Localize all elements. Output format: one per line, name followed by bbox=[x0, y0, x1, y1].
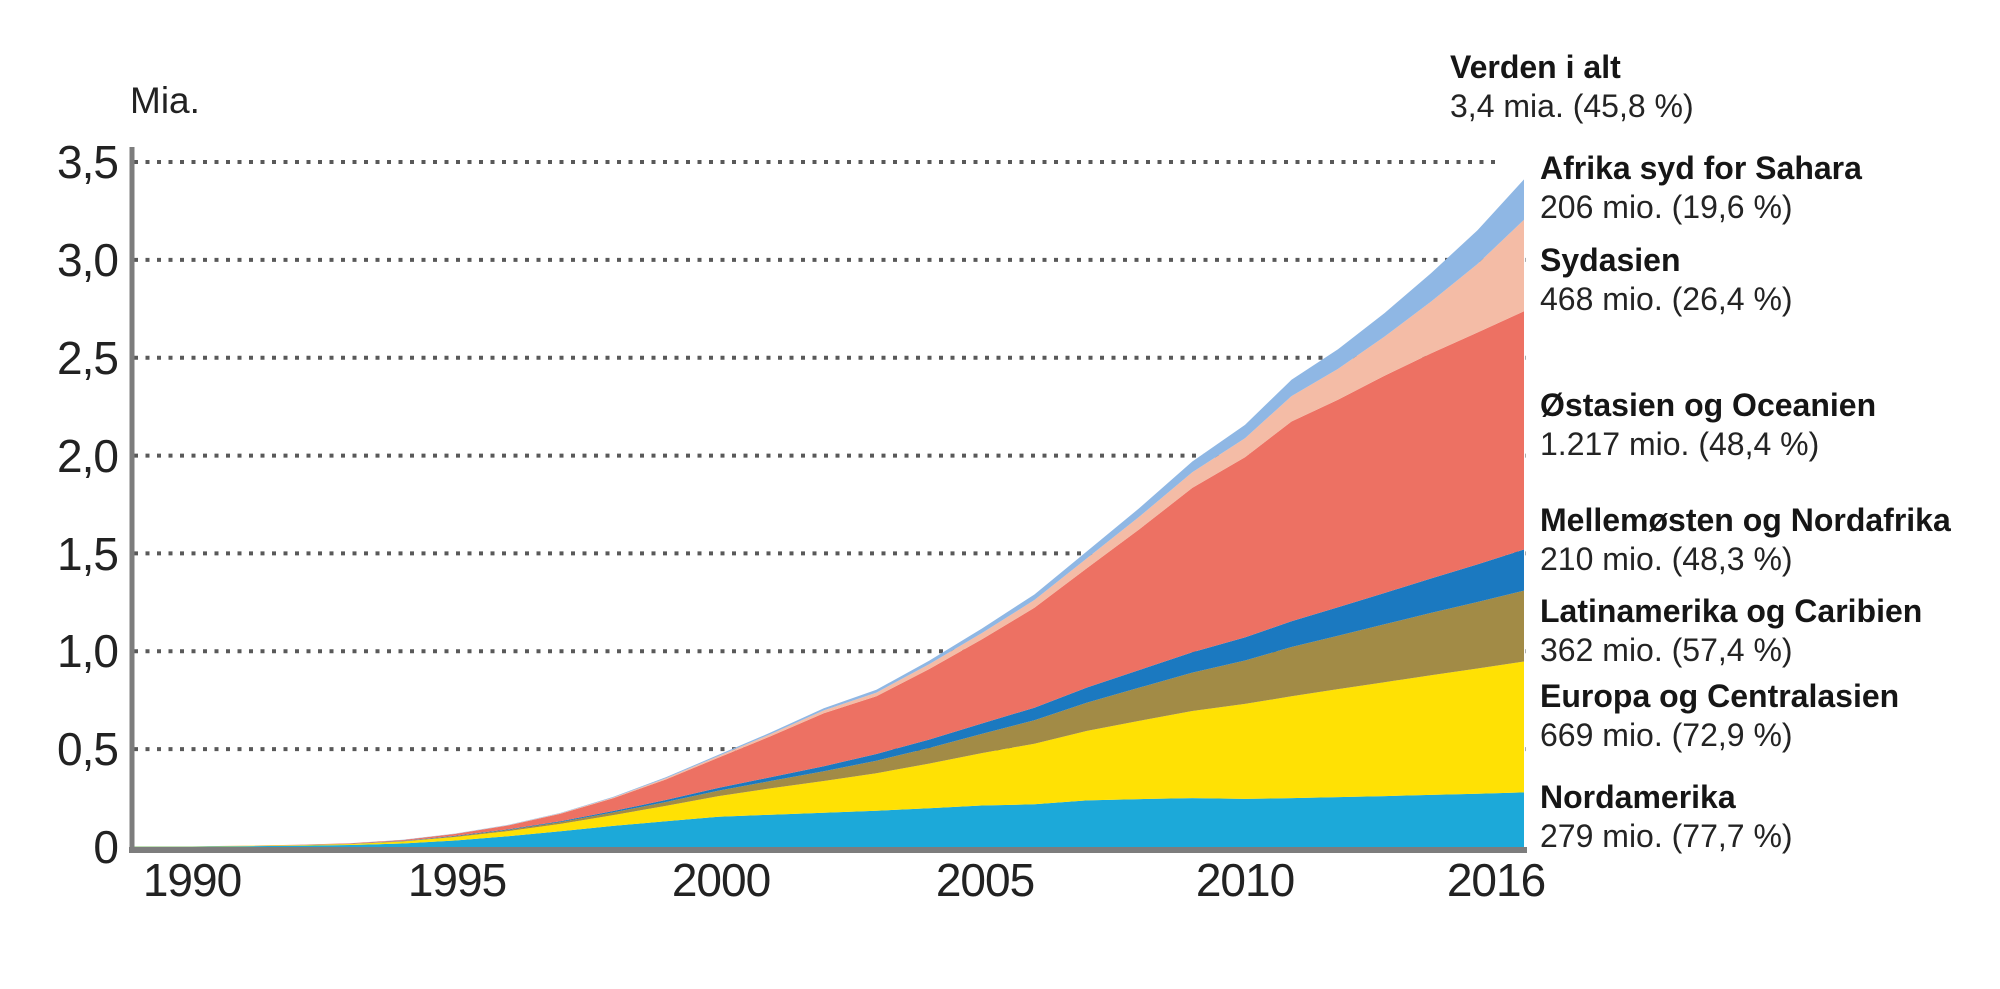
legend-item-sydasien: Sydasien 468 mio. (26,4 %) bbox=[1540, 241, 1793, 319]
legend-item-europa: Europa og Centralasien 669 mio. (72,9 %) bbox=[1540, 677, 1899, 755]
y-tick-label: 1,0 bbox=[57, 625, 119, 677]
legend-total: Verden i alt 3,4 mia. (45,8 %) bbox=[1450, 48, 1694, 126]
y-axis-unit-label: Mia. bbox=[130, 80, 200, 121]
legend-item-name: Afrika syd for Sahara bbox=[1540, 150, 1862, 186]
legend-item-value: 279 mio. (77,7 %) bbox=[1540, 818, 1793, 854]
legend-item-value: 1.217 mio. (48,4 %) bbox=[1540, 426, 1820, 462]
legend-item-nordamerika: Nordamerika 279 mio. (77,7 %) bbox=[1540, 778, 1793, 856]
legend-item-mellemosten: Mellemøsten og Nordafrika 210 mio. (48,3… bbox=[1540, 501, 1951, 579]
x-tick-label: 2005 bbox=[935, 854, 1035, 906]
y-tick-label: 3,5 bbox=[57, 136, 119, 188]
y-tick-label: 0 bbox=[93, 821, 119, 873]
y-tick-label: 2,0 bbox=[57, 430, 119, 482]
y-tick-label: 2,5 bbox=[57, 332, 119, 384]
legend-item-value: 206 mio. (19,6 %) bbox=[1540, 189, 1793, 225]
x-tick-label: 2016 bbox=[1446, 854, 1546, 906]
x-tick-label: 1995 bbox=[407, 854, 507, 906]
y-tick-label: 0,5 bbox=[57, 723, 119, 775]
legend-total-name: Verden i alt bbox=[1450, 49, 1621, 85]
legend-item-value: 210 mio. (48,3 %) bbox=[1540, 541, 1793, 577]
legend-total-value: 3,4 mia. (45,8 %) bbox=[1450, 88, 1694, 124]
legend-item-name: Sydasien bbox=[1540, 242, 1681, 278]
x-tick-label: 2010 bbox=[1195, 854, 1295, 906]
y-tick-label: 3,0 bbox=[57, 234, 119, 286]
legend-item-name: Mellemøsten og Nordafrika bbox=[1540, 502, 1951, 538]
legend-item-name: Latinamerika og Caribien bbox=[1540, 593, 1923, 629]
x-tick-label: 1990 bbox=[142, 854, 242, 906]
legend-item-value: 669 mio. (72,9 %) bbox=[1540, 717, 1793, 753]
legend-item-value: 468 mio. (26,4 %) bbox=[1540, 281, 1793, 317]
legend-item-name: Østasien og Oceanien bbox=[1540, 387, 1877, 423]
legend-item-ostasien: Østasien og Oceanien 1.217 mio. (48,4 %) bbox=[1540, 386, 1876, 464]
x-tick-label: 2000 bbox=[671, 854, 771, 906]
legend-item-afrika: Afrika syd for Sahara 206 mio. (19,6 %) bbox=[1540, 149, 1862, 227]
legend-item-name: Europa og Centralasien bbox=[1540, 678, 1900, 714]
y-tick-label: 1,5 bbox=[57, 528, 119, 580]
legend-item-name: Nordamerika bbox=[1540, 779, 1736, 815]
legend-item-value: 362 mio. (57,4 %) bbox=[1540, 632, 1793, 668]
legend-item-latinamerika: Latinamerika og Caribien 362 mio. (57,4 … bbox=[1540, 592, 1922, 670]
